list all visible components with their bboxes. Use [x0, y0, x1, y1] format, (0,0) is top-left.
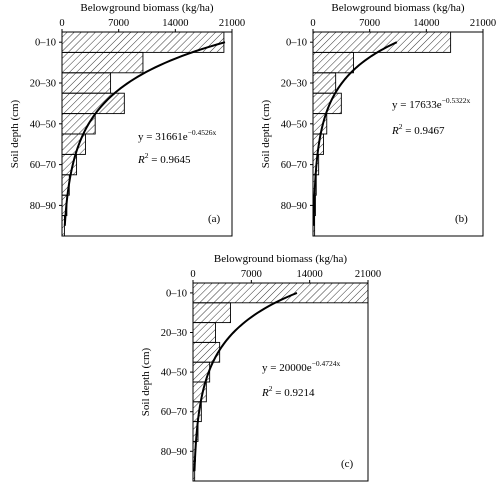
- fit-equation: y = 20000e−0.4724x: [262, 359, 340, 374]
- x-tick-label: 21000: [470, 18, 496, 29]
- r-squared-sup: 2: [145, 151, 149, 160]
- chart-panel-a: Belowground biomass (kg/ha) 0 7000 14000 210…: [9, 2, 245, 237]
- y-tick-label: 20–30: [281, 79, 307, 90]
- x-tick-label: 14000: [413, 18, 439, 29]
- x-tick-label: 14000: [162, 18, 188, 29]
- panel-label: (c): [341, 458, 354, 470]
- x-axis-title: Belowground biomass (kg/ha): [80, 2, 214, 14]
- fit-equation-exponent: −0.5322x: [442, 96, 471, 105]
- y-axis-title: Soil depth (cm): [140, 347, 152, 416]
- bar: [61, 113, 96, 135]
- y-axis-title: Soil depth (cm): [9, 99, 21, 168]
- x-tick-label: 0: [59, 18, 64, 29]
- panel-label: (b): [455, 213, 468, 225]
- fit-equation-base: y = 31661e: [138, 131, 188, 143]
- y-tick-label: 80–90: [161, 447, 187, 458]
- y-axis-title: Soil depth (cm): [260, 99, 272, 168]
- bar: [61, 51, 144, 74]
- bar: [192, 341, 221, 363]
- r-squared: R2 = 0.9467: [391, 122, 445, 137]
- fit-curve: [63, 41, 226, 226]
- fit-equation: y = 31661e−0.4526x: [138, 128, 216, 143]
- x-tick-label: 21000: [219, 18, 245, 29]
- fit-equation-exponent: −0.4724x: [312, 359, 341, 368]
- chart-panel-b: Belowground biomass (kg/ha) 0 7000 14000 210…: [260, 2, 496, 237]
- bar: [61, 92, 125, 115]
- fit-equation-base: y = 17633e: [392, 99, 442, 111]
- panel-label: (a): [208, 213, 221, 225]
- fit-equation-exponent: −0.4526x: [188, 128, 217, 137]
- y-tick-label: 40–50: [281, 119, 307, 130]
- fit-curve: [312, 41, 398, 226]
- r-squared-sup: 2: [399, 122, 403, 131]
- y-tick-label: 0–10: [286, 38, 307, 49]
- x-tick-label: 7000: [359, 18, 380, 29]
- r-squared-label: R: [391, 125, 399, 137]
- x-tick-label: 0: [190, 269, 195, 280]
- bar: [192, 302, 231, 324]
- fit-curve: [193, 291, 298, 472]
- fit-equation-base: y = 20000e: [262, 362, 312, 374]
- x-tick-label: 14000: [297, 269, 323, 280]
- chart-panel-c: Belowground biomass (kg/ha) 0 7000 14000 210…: [140, 253, 381, 482]
- x-tick-label: 7000: [108, 18, 129, 29]
- y-tick-label: 80–90: [30, 201, 56, 212]
- y-tick-label: 0–10: [35, 38, 56, 49]
- y-tick-label: 0–10: [166, 288, 187, 299]
- bar: [192, 282, 369, 304]
- bar: [312, 31, 452, 53]
- bar: [312, 72, 337, 94]
- bar: [61, 72, 112, 94]
- x-axis-title: Belowground biomass (kg/ha): [331, 2, 465, 14]
- y-tick-label: 40–50: [30, 119, 56, 130]
- y-tick-label: 80–90: [281, 201, 307, 212]
- r-squared-value: = 0.9467: [402, 125, 444, 137]
- fit-equation: y = 17633e−0.5322x: [392, 96, 470, 111]
- bar: [192, 322, 216, 343]
- x-tick-label: 7000: [241, 269, 262, 280]
- r-squared-value: = 0.9645: [148, 154, 190, 166]
- bar: [61, 215, 65, 237]
- r-squared-label: R: [261, 387, 269, 399]
- x-tick-label: 21000: [355, 269, 381, 280]
- y-tick-label: 60–70: [161, 407, 187, 418]
- r-squared-value: = 0.9214: [272, 387, 314, 399]
- y-tick-label: 20–30: [161, 328, 187, 339]
- y-tick-label: 40–50: [161, 368, 187, 379]
- r-squared-sup: 2: [269, 384, 273, 393]
- x-tick-label: 0: [310, 18, 315, 29]
- y-tick-label: 60–70: [281, 160, 307, 171]
- x-axis-title: Belowground biomass (kg/ha): [214, 253, 348, 265]
- r-squared: R2 = 0.9645: [137, 151, 191, 166]
- r-squared: R2 = 0.9214: [261, 384, 315, 399]
- y-tick-label: 20–30: [30, 79, 56, 90]
- bar: [312, 51, 354, 74]
- r-squared-label: R: [137, 154, 145, 166]
- y-tick-label: 60–70: [30, 160, 56, 171]
